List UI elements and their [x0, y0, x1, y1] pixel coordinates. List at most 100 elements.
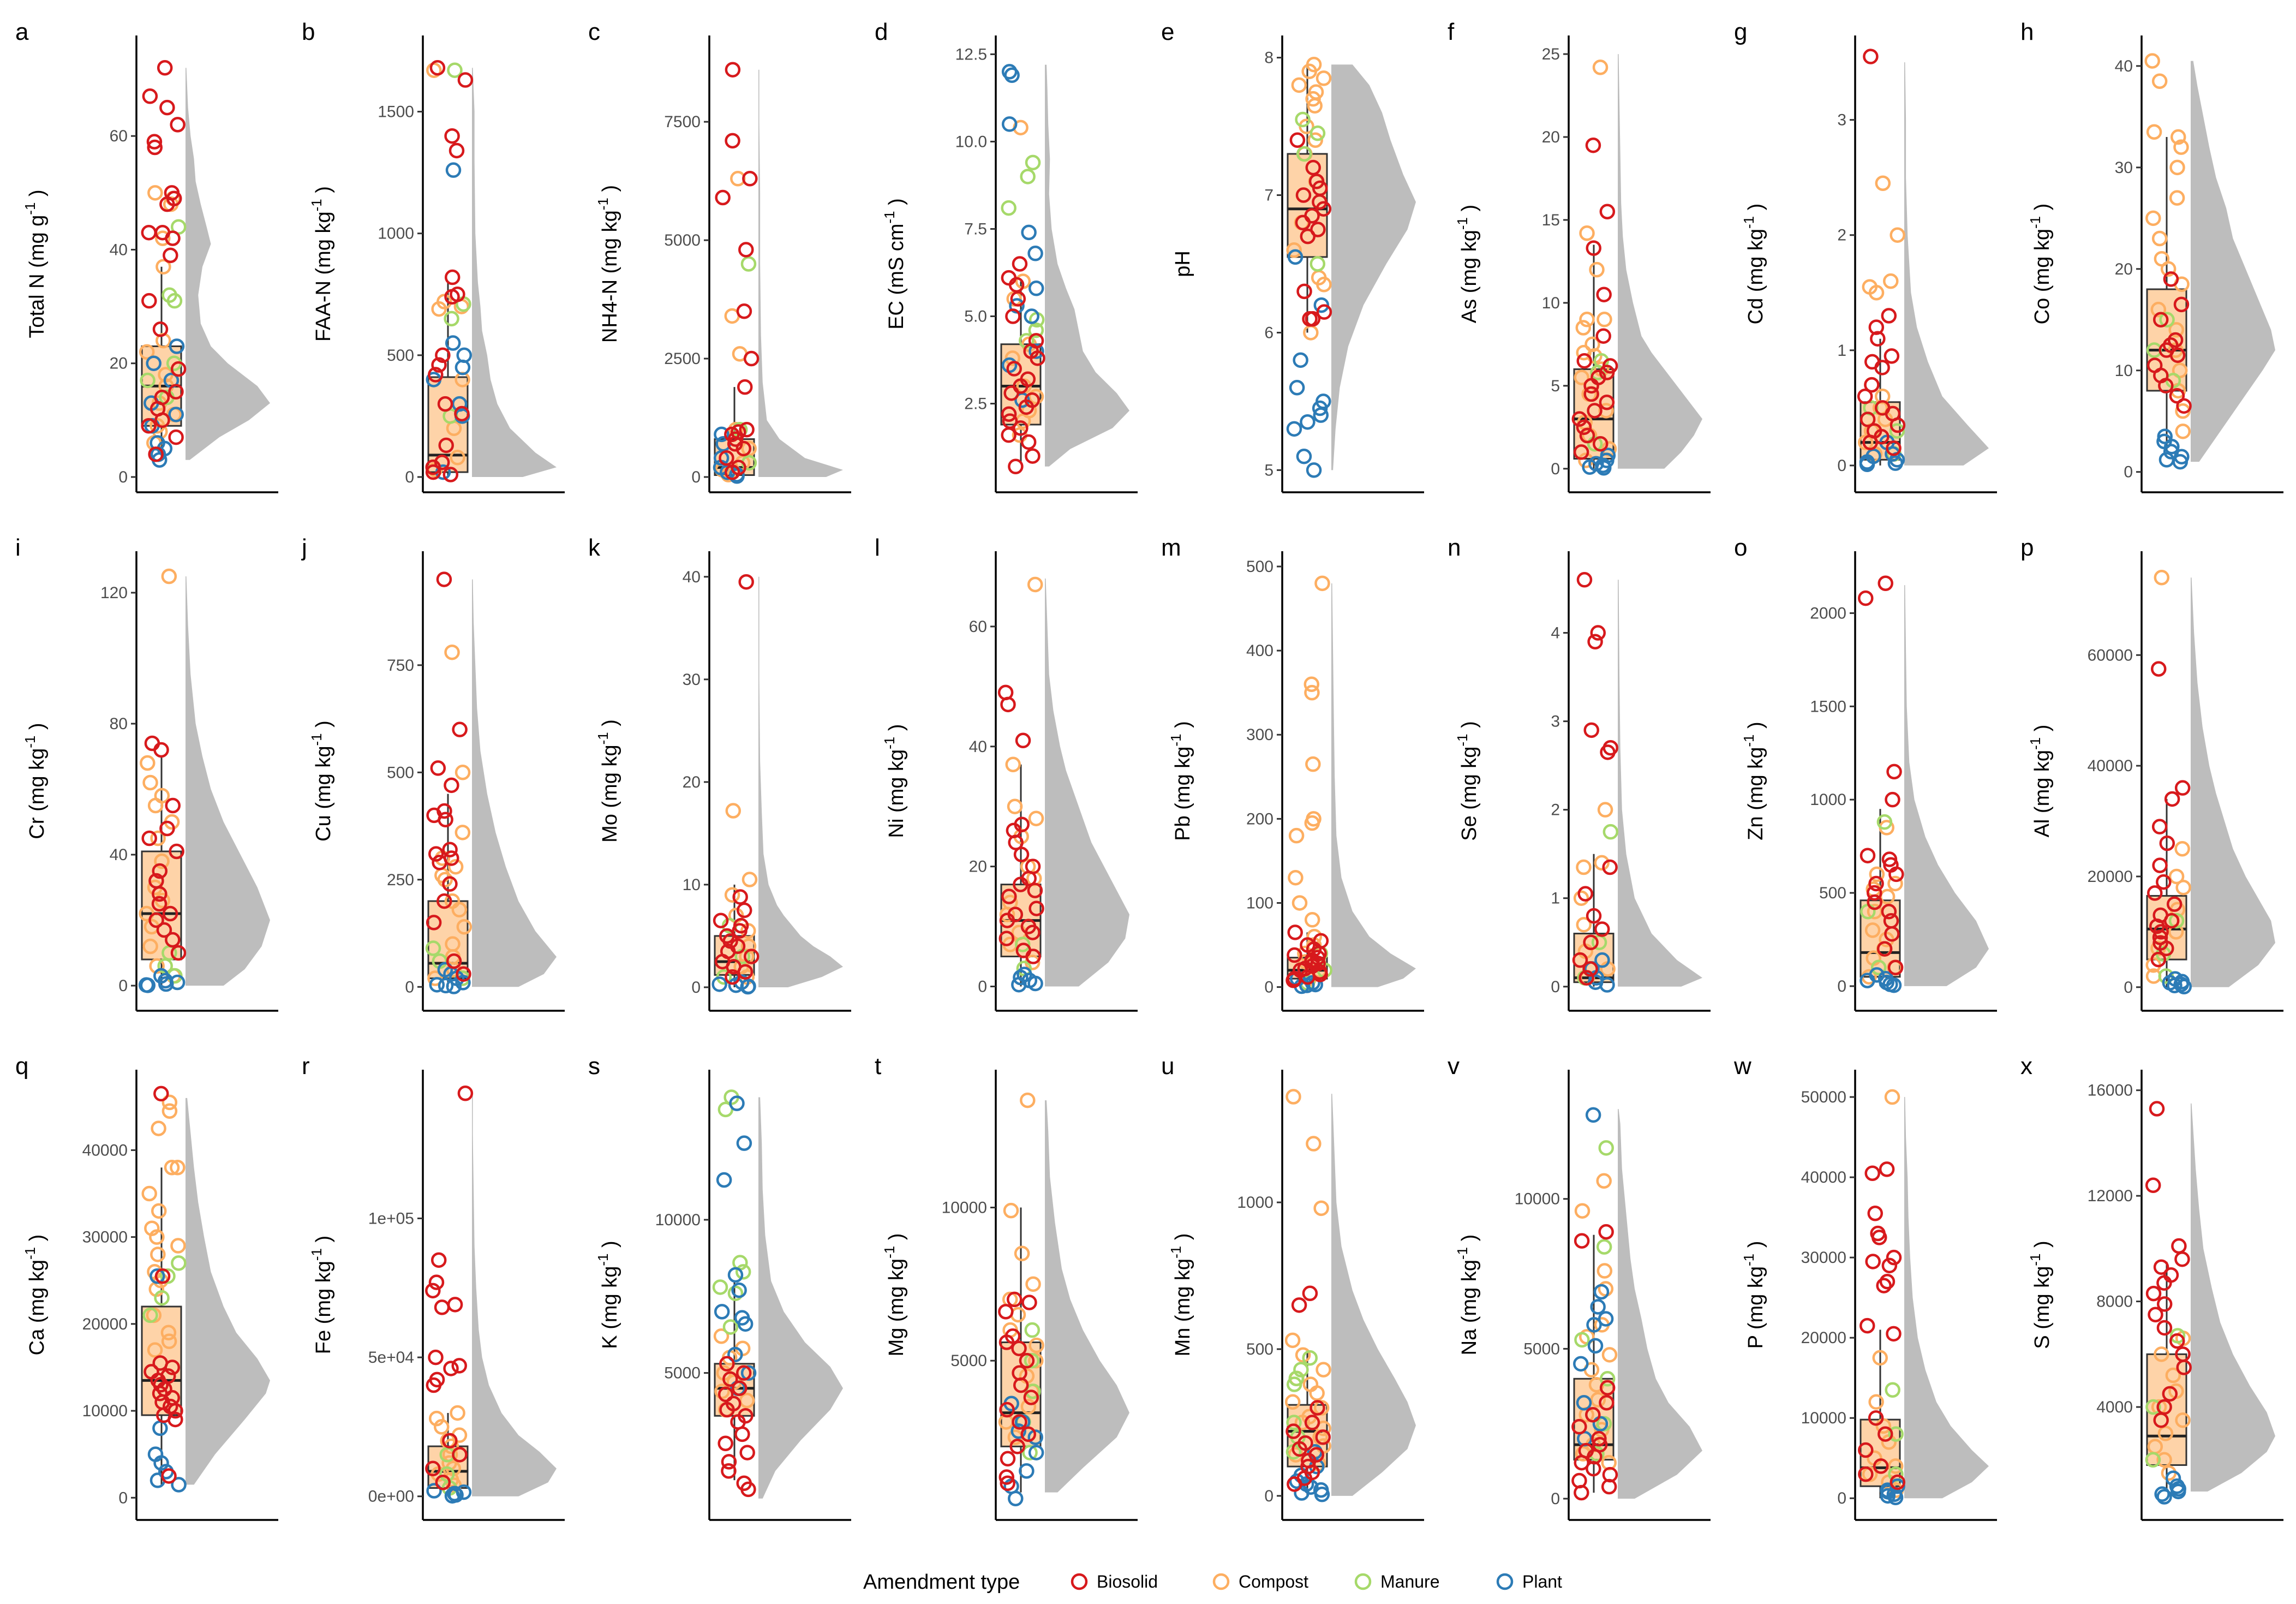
- y-axis-unit-space: [312, 1324, 335, 1330]
- point-biosolid: [168, 429, 184, 445]
- point-compost: [1579, 312, 1595, 327]
- point-biosolid: [738, 574, 754, 590]
- point-compost: [1304, 684, 1320, 701]
- point-compost: [1306, 1136, 1322, 1152]
- point-biosolid: [1008, 834, 1024, 850]
- y-axis-variable: Mg: [885, 1328, 908, 1357]
- y-tick-label: 2000: [1810, 604, 1846, 622]
- y-tick-label: 5.0: [964, 308, 987, 326]
- y-axis-unit-close: ): [312, 720, 335, 733]
- point-compost: [1288, 827, 1305, 844]
- legend-label: Plant: [1522, 1572, 1562, 1591]
- point-biosolid: [1025, 925, 1041, 940]
- y-tick-label: 0: [2124, 979, 2133, 997]
- point-biosolid: [1599, 394, 1615, 410]
- point-biosolid: [732, 923, 748, 939]
- point-compost: [147, 797, 164, 814]
- point-plant: [1314, 1486, 1330, 1502]
- point-biosolid: [148, 912, 164, 928]
- point-biosolid: [444, 777, 459, 794]
- point-biosolid: [1886, 1326, 1902, 1342]
- y-tick-label: 3: [1837, 111, 1846, 129]
- point-biosolid: [1598, 1224, 1614, 1240]
- point-biosolid: [1013, 1377, 1029, 1393]
- point-biosolid: [165, 230, 181, 246]
- point-compost: [451, 902, 468, 918]
- point-compost: [149, 1229, 165, 1245]
- y-axis-unit-space: [885, 813, 908, 819]
- y-axis-unit: (mg kg: [2031, 1266, 2054, 1329]
- point-manure: [727, 1285, 744, 1301]
- y-tick-label: 1000: [1237, 1194, 1273, 1212]
- legend-marker: [1354, 1573, 1372, 1590]
- point-biosolid: [1878, 575, 1893, 592]
- point-biosolid: [1586, 908, 1602, 924]
- point-manure: [1876, 814, 1893, 830]
- point-manure: [1296, 146, 1312, 162]
- y-axis-variable: pH: [1171, 251, 1194, 277]
- point-biosolid: [1295, 214, 1311, 231]
- y-axis-unit: (mg kg: [312, 746, 335, 809]
- point-biosolid: [1881, 308, 1897, 324]
- y-axis-title: Al (mg kg-1 ): [2027, 725, 2054, 838]
- density-area: [472, 68, 557, 478]
- y-axis-unit-close: ): [885, 724, 908, 737]
- point-plant: [714, 1304, 730, 1320]
- y-axis-unit-space: [599, 273, 621, 279]
- point-compost: [1285, 1394, 1301, 1410]
- point-biosolid: [1886, 440, 1902, 456]
- point-biosolid: [2156, 1296, 2173, 1312]
- point-plant: [1024, 308, 1039, 324]
- y-axis-unit: (mg kg: [1171, 747, 1194, 810]
- legend-item-plant: Plant: [1496, 1572, 1562, 1591]
- density-area: [1331, 64, 1416, 470]
- point-compost: [142, 774, 158, 791]
- point-biosolid: [732, 889, 748, 905]
- point-compost: [742, 872, 758, 887]
- panel-letter: o: [1734, 534, 1747, 561]
- y-axis-unit-close: ): [26, 723, 49, 735]
- y-axis-unit-close: ): [312, 186, 335, 199]
- point-compost: [1576, 859, 1592, 875]
- point-plant: [426, 1483, 442, 1499]
- point-biosolid: [161, 1468, 177, 1484]
- point-plant: [1573, 1356, 1589, 1372]
- point-compost: [1304, 815, 1320, 831]
- point-manure: [1889, 423, 1905, 439]
- point-biosolid: [443, 1361, 459, 1376]
- point-biosolid: [1583, 722, 1599, 738]
- y-tick-label: 2.5: [964, 395, 987, 413]
- point-biosolid: [1888, 866, 1904, 883]
- point-compost: [154, 230, 171, 246]
- legend-item-compost: Compost: [1212, 1572, 1308, 1591]
- point-biosolid: [1601, 1478, 1617, 1495]
- panel-letter: r: [302, 1053, 310, 1080]
- y-axis-unit: (mg kg: [599, 744, 621, 808]
- density-area: [1045, 64, 1129, 467]
- point-manure: [1302, 1350, 1318, 1366]
- point-biosolid: [737, 379, 753, 395]
- y-axis-unit-exponent: -1: [1741, 735, 1757, 747]
- y-tick-label: 500: [1246, 1340, 1273, 1358]
- point-compost: [1284, 1332, 1301, 1349]
- point-biosolid: [154, 1268, 171, 1284]
- y-axis-title: pH: [1171, 251, 1194, 277]
- point-manure: [740, 256, 757, 272]
- point-plant: [1592, 1416, 1609, 1432]
- panel-letter: b: [302, 19, 315, 45]
- point-biosolid: [162, 905, 178, 922]
- point-biosolid: [1867, 885, 1882, 901]
- y-tick-label: 200: [1246, 810, 1273, 828]
- point-biosolid: [1030, 350, 1045, 366]
- point-biosolid: [1018, 399, 1035, 415]
- point-biosolid: [1587, 634, 1603, 650]
- point-plant: [740, 1365, 757, 1381]
- point-biosolid: [2164, 791, 2180, 807]
- y-axis-unit: (mg kg: [1744, 1266, 1767, 1329]
- point-compost: [2168, 868, 2185, 885]
- point-compost: [2175, 1412, 2191, 1428]
- panel-a: a Total N (mg g-1 ) 0 20 40 60: [15, 19, 278, 493]
- point-compost: [147, 1342, 163, 1358]
- point-plant: [152, 1420, 168, 1436]
- point-plant: [429, 977, 445, 993]
